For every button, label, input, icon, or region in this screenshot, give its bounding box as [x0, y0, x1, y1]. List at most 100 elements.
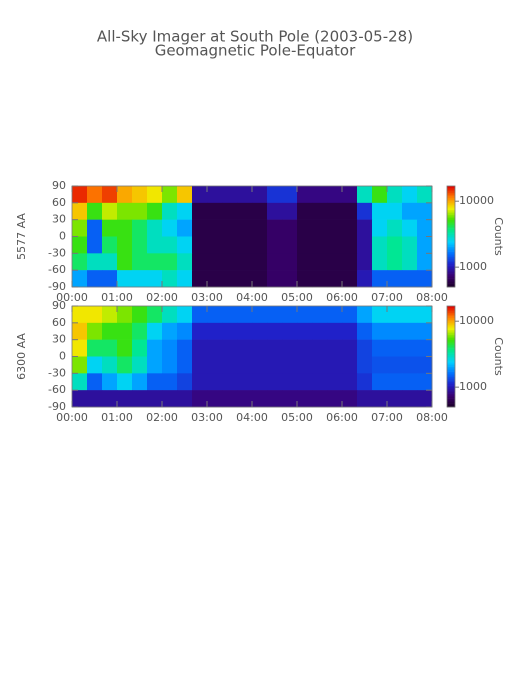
heatmap-cell: [282, 186, 298, 204]
heatmap-cell: [132, 186, 148, 204]
colorbar-step: [447, 381, 455, 384]
heatmap-cell: [147, 356, 163, 374]
colorbar-step: [447, 187, 455, 190]
heatmap-cell: [87, 270, 103, 288]
chart-subtitle: Geomagnetic Pole-Equator: [155, 42, 356, 60]
heatmap-cell: [237, 202, 253, 220]
heatmap-cell: [207, 322, 223, 340]
colorbar-step: [447, 396, 455, 399]
heatmap-cell: [177, 322, 193, 340]
heatmap-cell: [72, 236, 88, 254]
y-axis-label: 6300 AA: [15, 333, 28, 380]
colorbar-step: [447, 368, 455, 371]
heatmap-cell: [222, 322, 238, 340]
heatmap-cell: [207, 356, 223, 374]
heatmap-cell: [177, 236, 193, 254]
heatmap-cell: [132, 390, 148, 408]
x-tick-label: 02:00: [146, 291, 178, 304]
colorbar-step: [447, 401, 455, 404]
colorbar-step: [447, 266, 455, 269]
heatmap-cell: [87, 186, 103, 204]
heatmap-cell: [372, 306, 388, 324]
heatmap-cell: [297, 270, 313, 288]
heatmap-cell: [387, 236, 403, 254]
heatmap-cell: [387, 390, 403, 408]
heatmap-cell: [237, 253, 253, 271]
heatmap-cell: [342, 253, 358, 271]
heatmap-cell: [267, 373, 283, 391]
y-tick-label: -90: [48, 400, 66, 413]
colorbar-step: [447, 361, 455, 364]
heatmap-cell: [207, 253, 223, 271]
heatmap-cell: [252, 322, 268, 340]
colorbar-step: [447, 204, 455, 207]
heatmap-cell: [177, 390, 193, 408]
chart-title: All-Sky Imager at South Pole (2003-05-28…: [97, 28, 413, 46]
x-tick-label: 08:00: [416, 291, 448, 304]
heatmap-cell: [252, 219, 268, 237]
x-tick-label: 07:00: [371, 291, 403, 304]
heatmap-cell: [372, 339, 388, 357]
heatmap-cell: [417, 390, 433, 408]
heatmap-cell: [297, 202, 313, 220]
colorbar-step: [447, 364, 455, 367]
heatmap-cell: [387, 356, 403, 374]
y-tick-label: 30: [52, 213, 66, 226]
colorbar-step: [447, 217, 455, 220]
heatmap-cell: [237, 390, 253, 408]
heatmap-cell: [192, 339, 208, 357]
heatmap-cell: [252, 186, 268, 204]
colorbar-step: [447, 212, 455, 215]
heatmap-cell: [282, 339, 298, 357]
colorbar-label: Counts: [492, 217, 505, 256]
colorbar-step: [447, 343, 455, 346]
heatmap-cell: [207, 373, 223, 391]
heatmap-cell: [162, 236, 178, 254]
heatmap-cell: [117, 356, 133, 374]
heatmap-cell: [162, 306, 178, 324]
colorbar-step: [447, 236, 455, 239]
heatmap-cell: [117, 322, 133, 340]
heatmap-cell: [327, 373, 343, 391]
heatmap-cell: [72, 390, 88, 408]
heatmap-cell: [417, 186, 433, 204]
colorbar-step: [447, 197, 455, 200]
colorbar-step: [447, 329, 455, 332]
heatmap-cell: [342, 339, 358, 357]
heatmap-cell: [267, 236, 283, 254]
heatmap-cell: [207, 236, 223, 254]
colorbar-step: [447, 395, 455, 398]
heatmap-cell: [222, 339, 238, 357]
colorbar-step: [447, 194, 455, 197]
heatmap-cell: [312, 373, 328, 391]
heatmap-cell: [87, 390, 103, 408]
heatmap-cell: [177, 306, 193, 324]
heatmap-cell: [417, 236, 433, 254]
colorbar-step: [447, 405, 455, 408]
heatmap-cell: [237, 356, 253, 374]
heatmap-cell: [252, 202, 268, 220]
y-tick-label: 90: [52, 179, 66, 192]
heatmap-cell: [372, 322, 388, 340]
colorbar-step: [447, 348, 455, 351]
heatmap-cell: [177, 186, 193, 204]
heatmap-cell: [192, 322, 208, 340]
colorbar-step: [447, 331, 455, 334]
heatmap-cell: [342, 373, 358, 391]
heatmap-cell: [267, 202, 283, 220]
x-tick-label: 06:00: [326, 411, 358, 424]
heatmap-cell: [87, 236, 103, 254]
heatmap-cell: [327, 306, 343, 324]
heatmap-cell: [117, 270, 133, 288]
heatmap-cell: [237, 339, 253, 357]
heatmap-cell: [147, 219, 163, 237]
heatmap-cell: [282, 390, 298, 408]
heatmap-cell: [192, 219, 208, 237]
heatmap-cell: [357, 270, 373, 288]
heatmap-cell: [417, 373, 433, 391]
heatmap-cell: [342, 270, 358, 288]
colorbar-step: [447, 391, 455, 394]
heatmap-cell: [402, 390, 418, 408]
heatmap-cell: [402, 219, 418, 237]
heatmap-cell: [87, 373, 103, 391]
